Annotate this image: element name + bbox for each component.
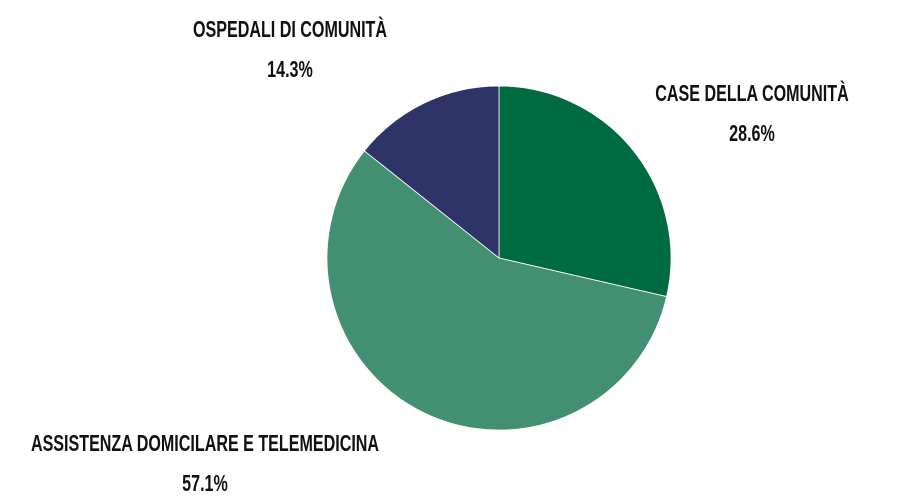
value-label: 14.3% — [267, 57, 313, 82]
pie-slice — [363, 85, 500, 259]
value-label: 28.6% — [729, 121, 775, 146]
category-label: OSPEDALI DI COMUNITÀ — [193, 16, 387, 43]
pie-slice — [326, 150, 668, 431]
category-label: ASSISTENZA DOMICILARE E TELEMEDICINA — [31, 431, 379, 456]
slice-label: CASE DELLA COMUNITÀ 28.6% — [655, 80, 848, 147]
pie-slice — [498, 85, 672, 298]
value-label: 57.1% — [182, 471, 228, 496]
slice-label: OSPEDALI DI COMUNITÀ 14.3% — [193, 16, 387, 83]
slice-label: ASSISTENZA DOMICILARE E TELEMEDICINA 57.1… — [31, 431, 379, 496]
category-label: CASE DELLA COMUNITÀ — [655, 80, 848, 107]
